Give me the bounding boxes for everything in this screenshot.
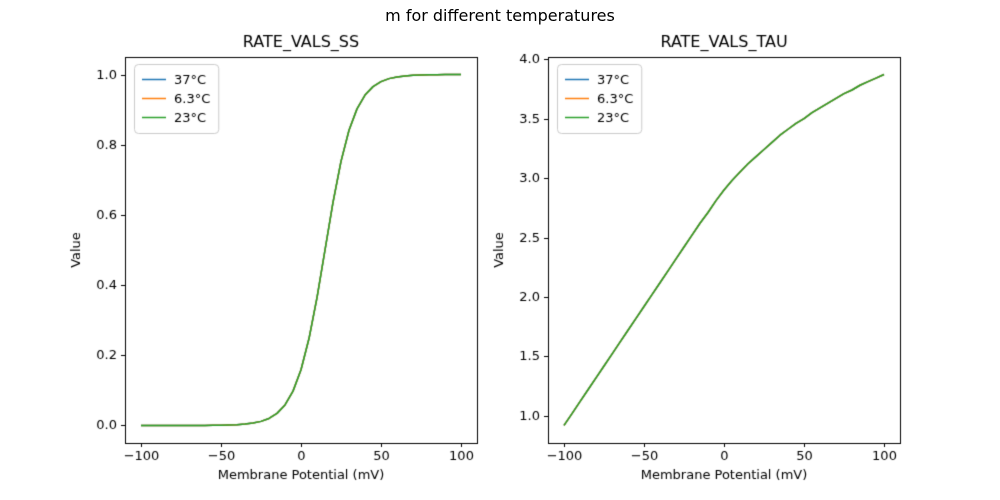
figure-suptitle: m for different temperatures [385, 6, 615, 25]
